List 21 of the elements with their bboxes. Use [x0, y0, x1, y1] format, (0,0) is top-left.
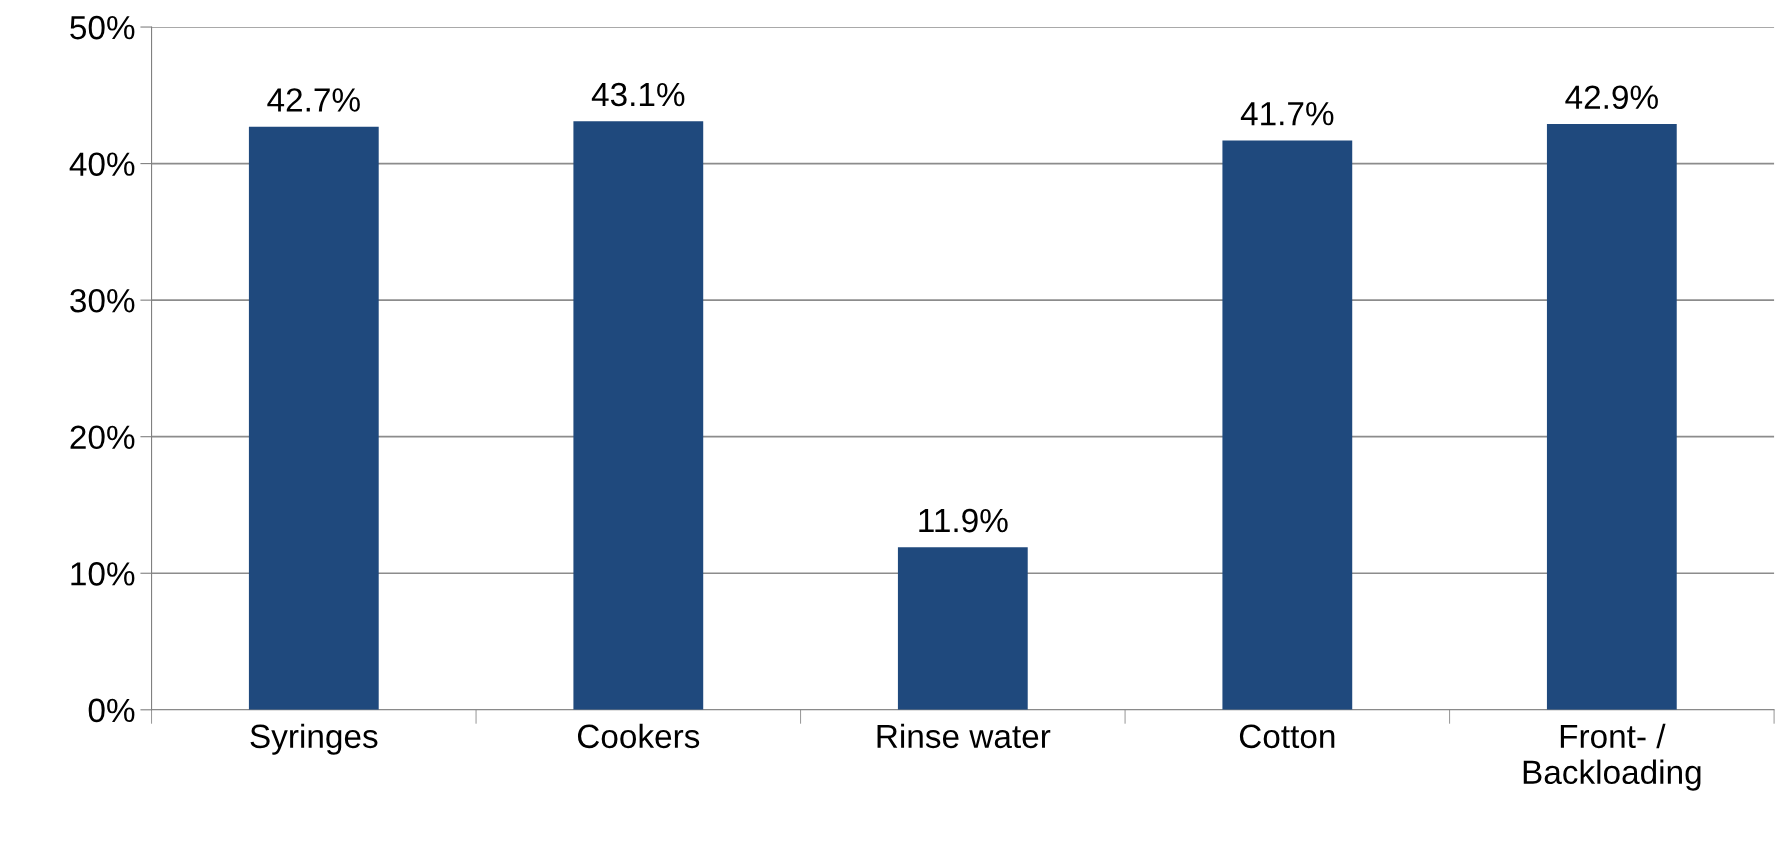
bar: [1222, 140, 1353, 710]
data-label: 41.7%: [1240, 102, 1334, 126]
data-label: 42.9%: [1565, 85, 1658, 110]
x-tick-label: Rinse water: [877, 723, 1051, 749]
y-tick-label: 50%: [70, 15, 135, 40]
x-tick-label: Cotton: [1239, 724, 1335, 749]
data-label: 43.1%: [591, 82, 685, 107]
x-tick-label: Syringes: [250, 723, 378, 755]
bar: [248, 126, 379, 710]
y-tick-label: 10%: [71, 562, 135, 586]
bar: [573, 121, 704, 710]
x-tick-label: Cookers: [577, 723, 700, 749]
bar: [897, 547, 1028, 710]
y-tick-label: 40%: [69, 152, 135, 176]
y-tick-label: 30%: [70, 288, 135, 313]
data-label: 11.9%: [919, 508, 1008, 533]
bar: [1546, 123, 1677, 710]
x-tick-label: Front- / Backloading: [1523, 723, 1701, 791]
data-label: 42.7%: [267, 88, 360, 112]
y-tick-label: 0%: [88, 698, 135, 723]
y-tick-label: 20%: [70, 425, 135, 450]
